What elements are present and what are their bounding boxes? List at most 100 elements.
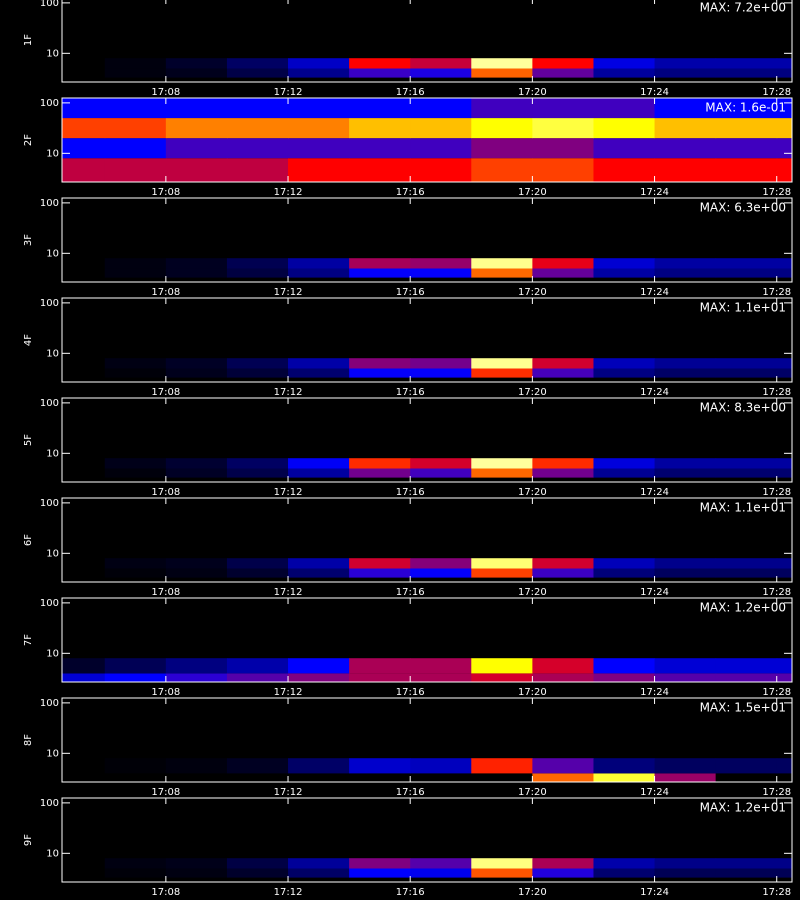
x-tick-label: 17:28	[762, 487, 791, 498]
heatmap-cell	[776, 58, 793, 69]
heatmap-cell	[104, 673, 167, 682]
heatmap-cell	[349, 68, 411, 78]
heatmap-cell	[165, 58, 228, 69]
x-tick-label: 17:12	[274, 187, 303, 198]
heatmap-cell	[226, 673, 289, 682]
heatmap-cell	[104, 468, 167, 478]
heatmap-cell	[593, 673, 656, 682]
heatmap-cell	[226, 118, 289, 139]
heatmap-cell	[776, 858, 793, 869]
heatmap-cell	[410, 868, 472, 878]
heatmap-cell	[715, 673, 778, 682]
heatmap-cell	[715, 68, 778, 78]
x-tick-label: 17:28	[762, 287, 791, 298]
heatmap-cell	[226, 558, 289, 569]
heatmap-cell	[532, 268, 594, 278]
heatmap-cell	[288, 158, 350, 182]
heatmap-cell	[288, 858, 350, 869]
heatmap-cell	[62, 98, 106, 119]
heatmap-cell	[654, 68, 717, 78]
y-tick-label: 100	[40, 198, 59, 209]
heatmap-cell	[776, 658, 793, 674]
heatmap-cell	[776, 138, 793, 159]
heatmap-cell	[349, 158, 411, 182]
heatmap-cell	[288, 468, 350, 478]
x-tick-label: 17:24	[640, 787, 669, 798]
heatmap-cell	[471, 568, 533, 578]
heatmap-cell	[226, 868, 289, 878]
heatmap-cell	[593, 758, 656, 774]
y-tick-label: 10	[46, 748, 59, 759]
heatmap-cell	[165, 773, 228, 782]
heatmap-cell	[62, 568, 106, 578]
heatmap-cell	[62, 68, 106, 78]
heatmap-cell	[471, 358, 533, 369]
heatmap-cell	[776, 458, 793, 469]
x-tick-label: 17:16	[396, 287, 425, 298]
heatmap-cell	[226, 458, 289, 469]
heatmap-cell	[410, 98, 472, 119]
heatmap-cell	[410, 68, 472, 78]
heatmap-cell	[471, 758, 533, 774]
y-axis-label: 5F	[23, 434, 34, 446]
plot-frame	[61, 597, 793, 683]
heatmap-cell	[776, 568, 793, 578]
heatmap-cell	[532, 658, 594, 674]
heatmap-cell	[165, 68, 228, 78]
y-tick-label: 100	[40, 98, 59, 109]
heatmap-cell	[62, 258, 106, 269]
heatmap-cell	[288, 568, 350, 578]
heatmap-cell	[532, 673, 594, 682]
heatmap-cell	[226, 758, 289, 774]
x-tick-label: 17:16	[396, 87, 425, 98]
heatmap-cell	[104, 68, 167, 78]
heatmap-cell	[288, 458, 350, 469]
heatmap-cell	[532, 68, 594, 78]
x-tick-label: 17:12	[274, 787, 303, 798]
heatmap-cell	[654, 358, 717, 369]
heatmap-cell	[715, 468, 778, 478]
heatmap-cell	[349, 758, 411, 774]
heatmap-cell	[532, 468, 594, 478]
heatmap-cell	[410, 458, 472, 469]
max-annotation: MAX: 1.1e+01	[700, 301, 786, 315]
heatmap-cell	[165, 458, 228, 469]
heatmap-cell	[349, 658, 411, 674]
heatmap-cell	[62, 158, 106, 182]
heatmap-cell	[288, 118, 350, 139]
heatmap-cell	[62, 758, 106, 774]
heatmap-cell	[410, 468, 472, 478]
heatmap-cell	[62, 58, 106, 69]
heatmap-cell	[288, 773, 350, 782]
panel: 17:08 17:12 17:16 17:20 17:24 17:28 10 100 5F MAX…	[23, 397, 793, 498]
max-annotation: MAX: 1.2e+01	[700, 801, 786, 815]
heatmap-cell	[165, 558, 228, 569]
plot-frame	[61, 0, 793, 83]
panel: 17:08 17:12 17:16 17:20 17:24 17:28 10 100 1F MAX…	[23, 0, 793, 98]
heatmap-cell	[226, 358, 289, 369]
heatmap-cell	[165, 98, 228, 119]
heatmap-cell	[410, 58, 472, 69]
x-tick-label: 17:20	[518, 487, 547, 498]
x-tick-label: 17:20	[518, 287, 547, 298]
x-tick-label: 17:08	[151, 187, 180, 198]
heatmap-cell	[654, 658, 717, 674]
y-tick-label: 100	[40, 398, 59, 409]
heatmap-cell	[776, 868, 793, 878]
heatmap-cell	[593, 118, 656, 139]
heatmap-cell	[165, 268, 228, 278]
x-tick-label: 17:24	[640, 887, 669, 898]
heatmap-cell	[593, 368, 656, 378]
x-tick-label: 17:16	[396, 387, 425, 398]
heatmap-cell	[593, 158, 656, 182]
heatmap-cell	[104, 58, 167, 69]
heatmap-cell	[776, 118, 793, 139]
panel: 17:08 17:12 17:16 17:20 17:24 17:28 10 100 6F MAX…	[23, 497, 793, 598]
heatmap-cell	[593, 268, 656, 278]
heatmap-cell	[226, 568, 289, 578]
x-tick-label: 17:16	[396, 787, 425, 798]
heatmap-cell	[104, 258, 167, 269]
heatmap-cell	[776, 773, 793, 782]
heatmap-cell	[226, 68, 289, 78]
